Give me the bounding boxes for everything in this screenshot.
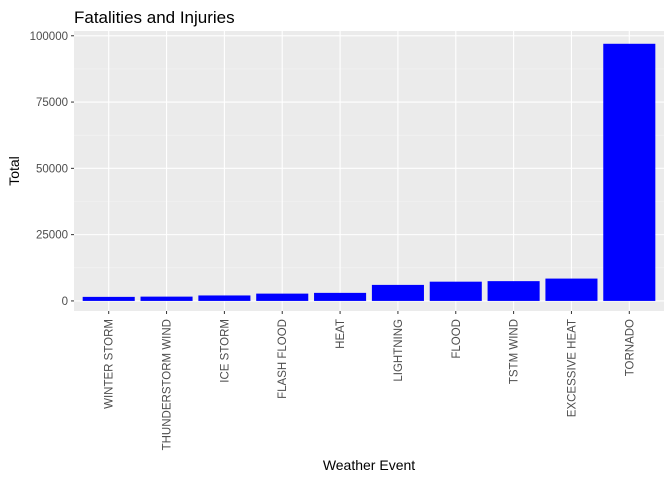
grid-lines <box>74 31 664 311</box>
x-tick-label: TSTM WIND <box>509 319 521 384</box>
plot-panel <box>74 31 664 311</box>
bar <box>371 284 424 301</box>
bar <box>256 293 309 301</box>
x-tick-label: ICE STORM <box>219 319 231 383</box>
x-tick-label: WINTER STORM <box>104 319 116 409</box>
y-axis: 0 25000 50000 75000 100000 <box>30 31 74 308</box>
chart-title: Fatalities and Injuries <box>74 8 235 27</box>
bar <box>429 281 482 301</box>
x-tick-label: HEAT <box>335 319 347 349</box>
y-tick-label: 100000 <box>30 31 68 43</box>
y-tick-label: 0 <box>62 296 68 308</box>
bar <box>314 292 367 301</box>
y-tick-label: 50000 <box>36 163 68 175</box>
x-axis: WINTER STORM THUNDERSTORM WIND ICE STORM FL… <box>104 311 636 450</box>
bar <box>603 43 656 301</box>
x-tick-label: LIGHTNING <box>393 319 405 382</box>
y-tick-label: 25000 <box>36 230 68 242</box>
bar <box>82 296 135 301</box>
x-tick-label: EXCESSIVE HEAT <box>566 319 578 417</box>
bars <box>82 43 656 301</box>
y-tick-label: 75000 <box>36 97 68 109</box>
x-tick-label: THUNDERSTORM WIND <box>162 319 174 450</box>
bar <box>487 281 540 301</box>
bar <box>198 295 251 301</box>
x-tick-label: TORNADO <box>624 319 636 376</box>
y-axis-title: Total <box>6 156 22 186</box>
bar <box>140 296 193 301</box>
x-axis-title: Weather Event <box>323 457 415 473</box>
x-tick-label: FLOOD <box>451 319 463 359</box>
x-tick-label: FLASH FLOOD <box>277 319 289 399</box>
bar <box>545 278 598 301</box>
